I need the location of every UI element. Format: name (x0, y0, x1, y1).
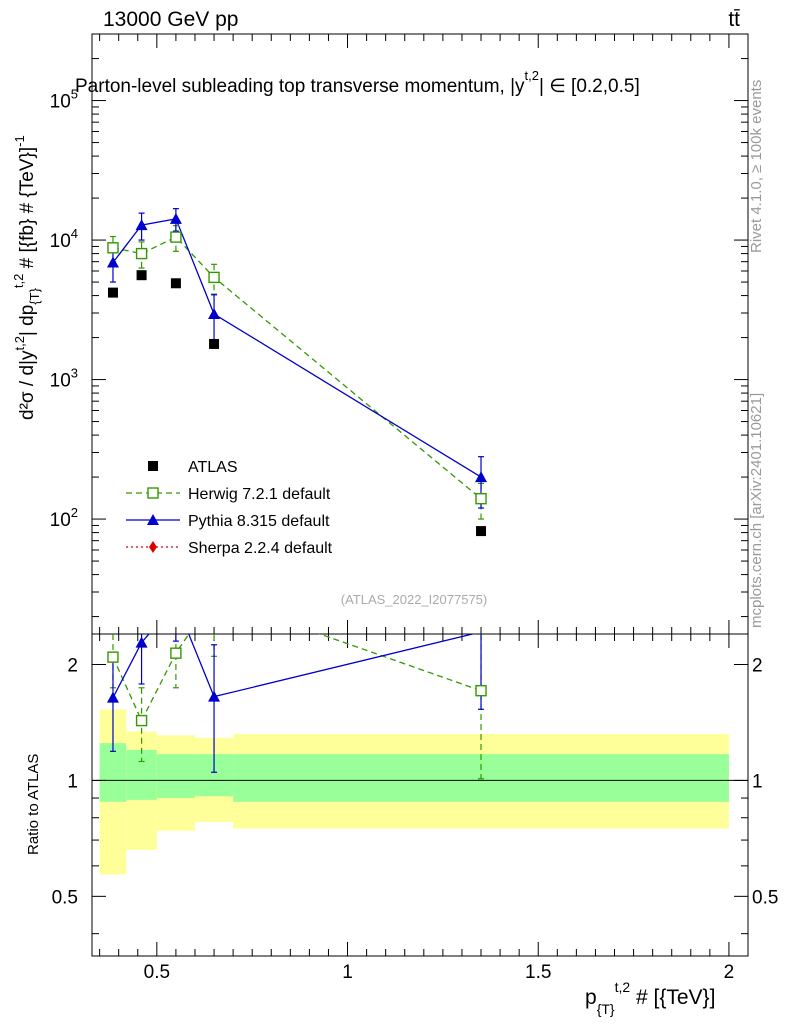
x-axis-label-sub: {T} (597, 1001, 615, 1017)
energy-label: 13000 GeV pp (103, 8, 238, 31)
band-inner-0 (99, 743, 127, 802)
band-inner-1 (126, 749, 157, 800)
herwig-ratio-point (135, 714, 148, 727)
series-lines (112, 218, 482, 723)
x-axis-label-sup: t,2 (615, 979, 631, 995)
legend-marker-pythia (147, 514, 159, 525)
legend-label-atlas: ATLAS (188, 459, 238, 476)
legend: ATLAS Herwig 7.2.1 default Pythia 8.315 de… (126, 459, 333, 557)
ratio-y-axis-label: Ratio to ATLAS (25, 754, 42, 855)
x-tick-label: 1.5 (525, 962, 551, 983)
ratio-plot-frame (91, 633, 749, 957)
mcplots-label: mcplots.cern.ch [arXiv:2401.10621] (748, 393, 765, 628)
ratio-y-tick-label: 2 (67, 655, 78, 676)
y-axis-label-exp: -1 (12, 135, 27, 147)
pythia-ratio-point (135, 636, 148, 648)
y-tick-label: 103 (50, 366, 78, 392)
y-axis-label: d²σ / d|yt,2| dp{T}t,2 # [{fb} # {TeV}]-… (11, 135, 42, 420)
axis-ticks: 0.5 1 1.5 2 102 103 104 105 0.5 0.5 1 1 2 2 (50, 33, 778, 983)
x-axis-label-text: p (585, 986, 597, 1009)
pythia-point (106, 256, 119, 268)
ratio-y-tick-label: 1 (67, 771, 78, 792)
herwig-point (170, 231, 182, 243)
y-axis-label-mid: | dp (17, 305, 38, 336)
atlas-point (170, 278, 181, 289)
ratio-y-tick-label: 0.5 (52, 887, 78, 908)
y-axis-label-text: d²σ / d|y (17, 350, 38, 420)
chart-title-sup: t,2 (525, 68, 539, 83)
y-tick-label: 105 (50, 87, 78, 113)
pythia-point (135, 219, 148, 231)
y-axis-label-sup2: t,2 (11, 274, 26, 288)
chart-title: Parton-level subleading top transverse m… (75, 68, 640, 97)
legend-marker-herwig (147, 487, 159, 499)
x-tick-label: 1 (342, 962, 353, 983)
ratio-y-tick-label-right: 1 (752, 771, 763, 792)
rivet-version-label: Rivet 4.1.0, ≥ 100k events (748, 80, 765, 253)
herwig-ratio-point (475, 684, 487, 697)
y-axis-label-sup: t,2 (12, 336, 27, 350)
herwig-ratio-line (112, 634, 482, 723)
process-label: tt̄ (728, 8, 740, 31)
legend-marker-sherpa (149, 541, 157, 553)
legend-label-herwig: Herwig 7.2.1 default (188, 486, 331, 503)
y-axis-label-sub: {T} (27, 287, 42, 304)
y-tick-label: 102 (50, 505, 78, 531)
legend-label-sherpa: Sherpa 2.2.4 default (188, 540, 333, 557)
atlas-point (136, 270, 147, 281)
x-axis-label: p{T}t,2 # [{TeV}] (585, 979, 715, 1017)
herwig-ratio-point (170, 647, 182, 659)
legend-label-pythia: Pythia 8.315 default (188, 513, 330, 530)
herwig-point (135, 247, 148, 260)
ratio-uncertainty-bands (92, 709, 748, 875)
pythia-ratio-point (208, 690, 221, 702)
herwig-main-line (112, 236, 482, 500)
legend-marker-atlas (148, 461, 158, 471)
y-tick-label: 104 (50, 226, 78, 252)
pythia-main-line (112, 218, 482, 478)
band-inner-2 (156, 754, 195, 799)
herwig-point (208, 271, 220, 284)
atlas-point (209, 338, 220, 349)
atlas-point (107, 287, 118, 298)
atlas-point (476, 526, 487, 537)
x-tick-label: 2 (724, 962, 735, 983)
herwig-point (107, 242, 119, 254)
x-tick-label: 0.5 (144, 962, 170, 983)
x-axis-label-tail: # [{TeV}] (630, 986, 715, 1009)
pythia-point (169, 212, 182, 224)
analysis-reference-label: (ATLAS_2022_I2077575) (341, 592, 487, 607)
chart-title-text: Parton-level subleading top transverse m… (75, 76, 525, 97)
pythia-ratio-point (106, 691, 119, 703)
herwig-ratio-point (107, 651, 119, 663)
data-markers (106, 212, 488, 727)
herwig-point (475, 492, 487, 505)
ratio-y-tick-label-right: 0.5 (752, 887, 778, 908)
pythia-point (208, 308, 221, 320)
ratio-y-tick-label-right: 2 (752, 655, 763, 676)
pythia-ratio-line (112, 634, 476, 698)
pythia-point (475, 471, 488, 483)
y-axis-label-tail: # [{fb} # {TeV}] (17, 147, 38, 274)
chart-title-tail: | ∈ [0.2,0.5] (539, 76, 640, 97)
